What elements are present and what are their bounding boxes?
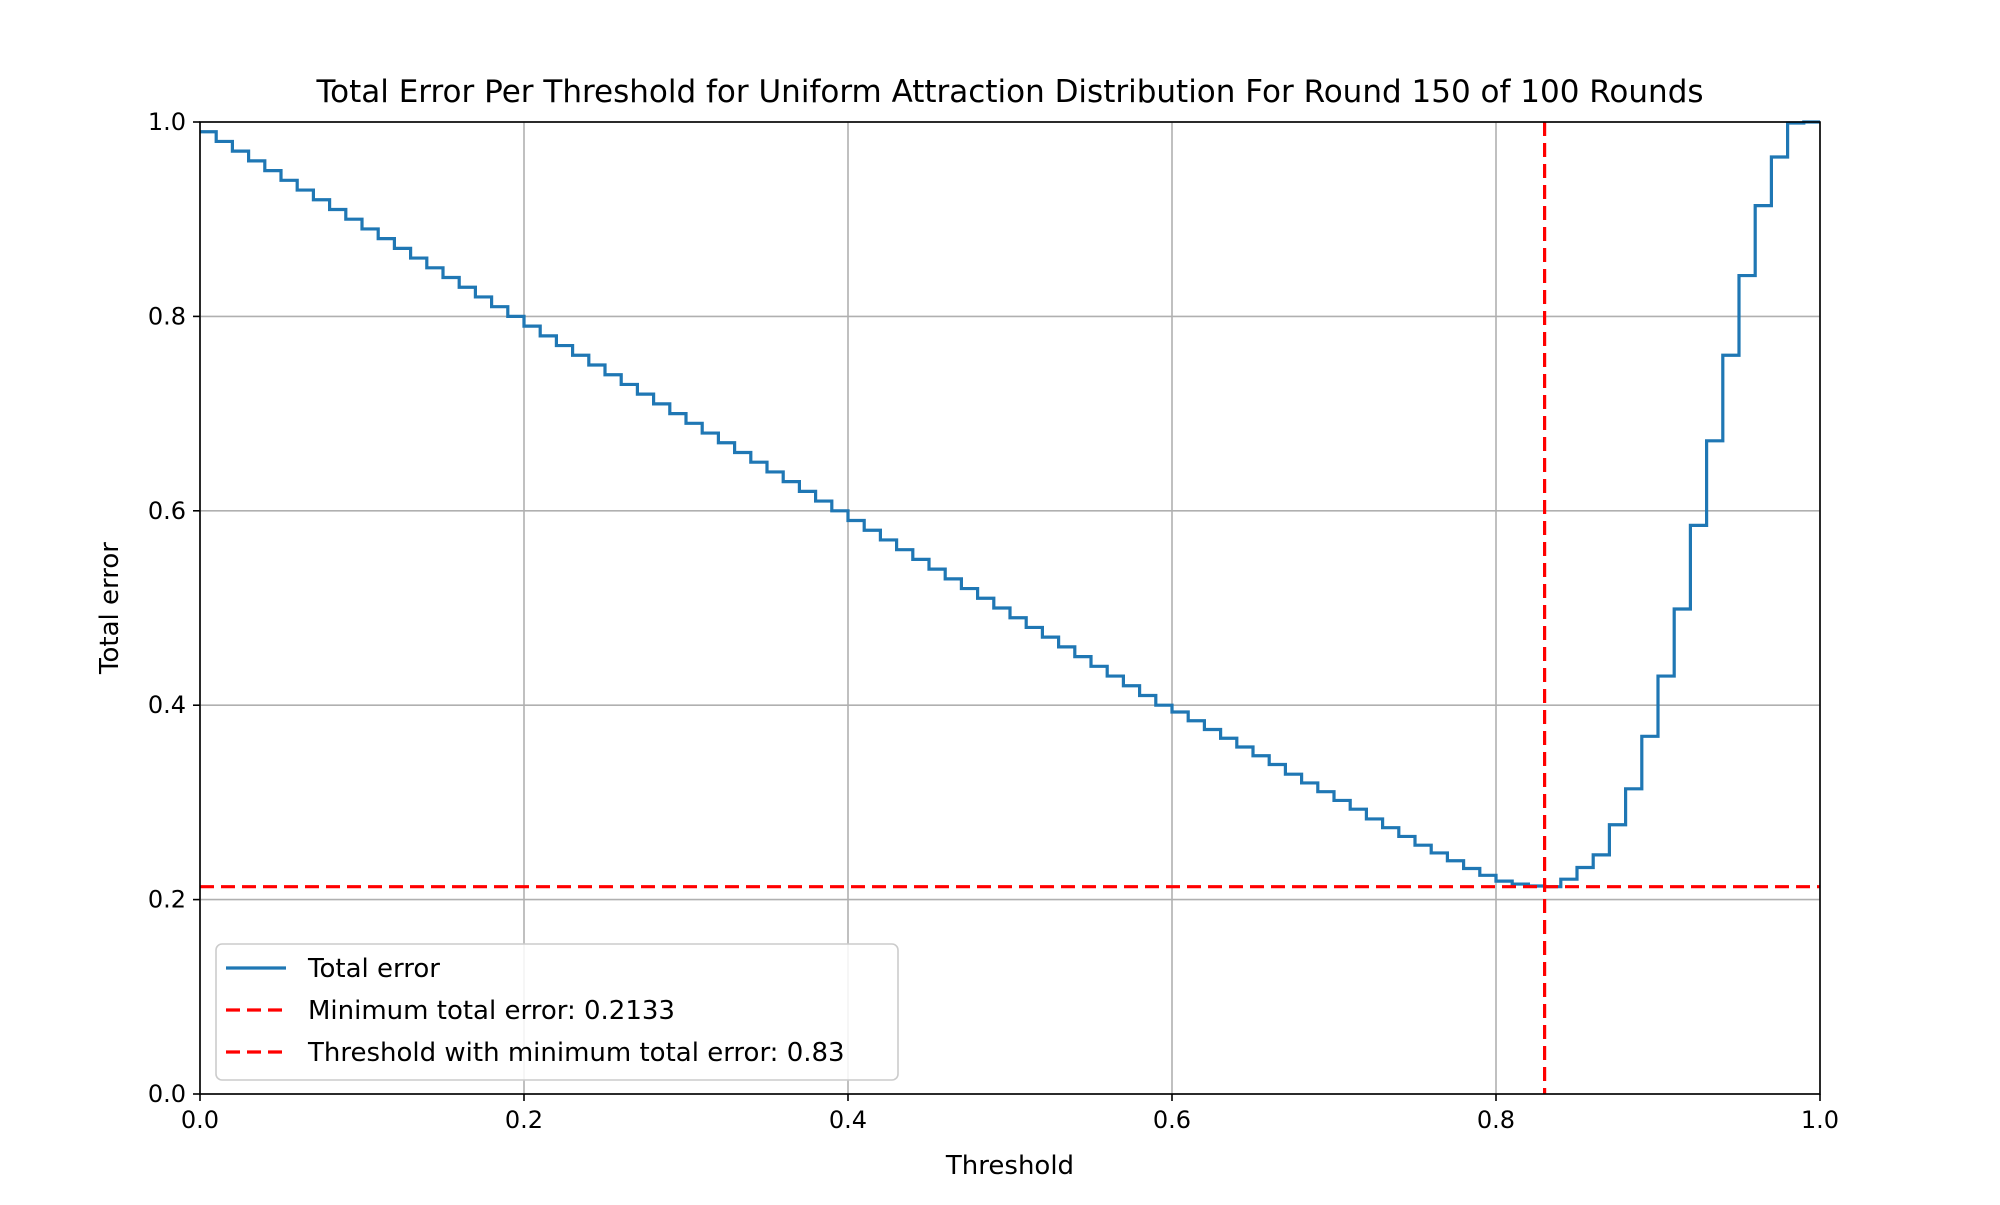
x-tick-label: 0.0 (181, 1106, 219, 1134)
plot-frame (199, 121, 1821, 1095)
y-tick-label: 0.0 (148, 1080, 186, 1108)
y-tick-label: 1.0 (148, 108, 186, 136)
x-tick-label: 1.0 (1801, 1106, 1839, 1134)
x-tick-label: 0.4 (829, 1106, 867, 1134)
series-layer (200, 120, 1820, 1094)
legend-label: Total error (307, 954, 440, 984)
legend-label: Threshold with minimum total error: 0.83 (307, 1038, 845, 1068)
x-tick-label: 0.6 (1153, 1106, 1191, 1134)
y-tick-label: 0.6 (148, 497, 186, 525)
y-tick-label: 0.4 (148, 691, 186, 719)
total-error-step-line (200, 120, 1820, 889)
x-tick-label: 0.2 (505, 1106, 543, 1134)
legend-label: Minimum total error: 0.2133 (308, 996, 675, 1026)
chart-title: Total Error Per Threshold for Uniform At… (315, 74, 1703, 110)
x-axis-ticks: 0.0 0.2 0.4 0.6 0.8 1.0 (181, 1094, 1839, 1134)
x-tick-label: 0.8 (1477, 1106, 1515, 1134)
legend: Total error Minimum total error: 0.2133 Th… (215, 943, 899, 1081)
y-axis-label: Total error (95, 542, 125, 675)
x-axis-label: Threshold (945, 1151, 1074, 1181)
legend-box (215, 943, 899, 1081)
y-tick-label: 0.8 (148, 302, 186, 330)
y-tick-label: 0.2 (148, 886, 186, 914)
y-axis-ticks: 0.0 0.2 0.4 0.6 0.8 1.0 (148, 108, 200, 1108)
